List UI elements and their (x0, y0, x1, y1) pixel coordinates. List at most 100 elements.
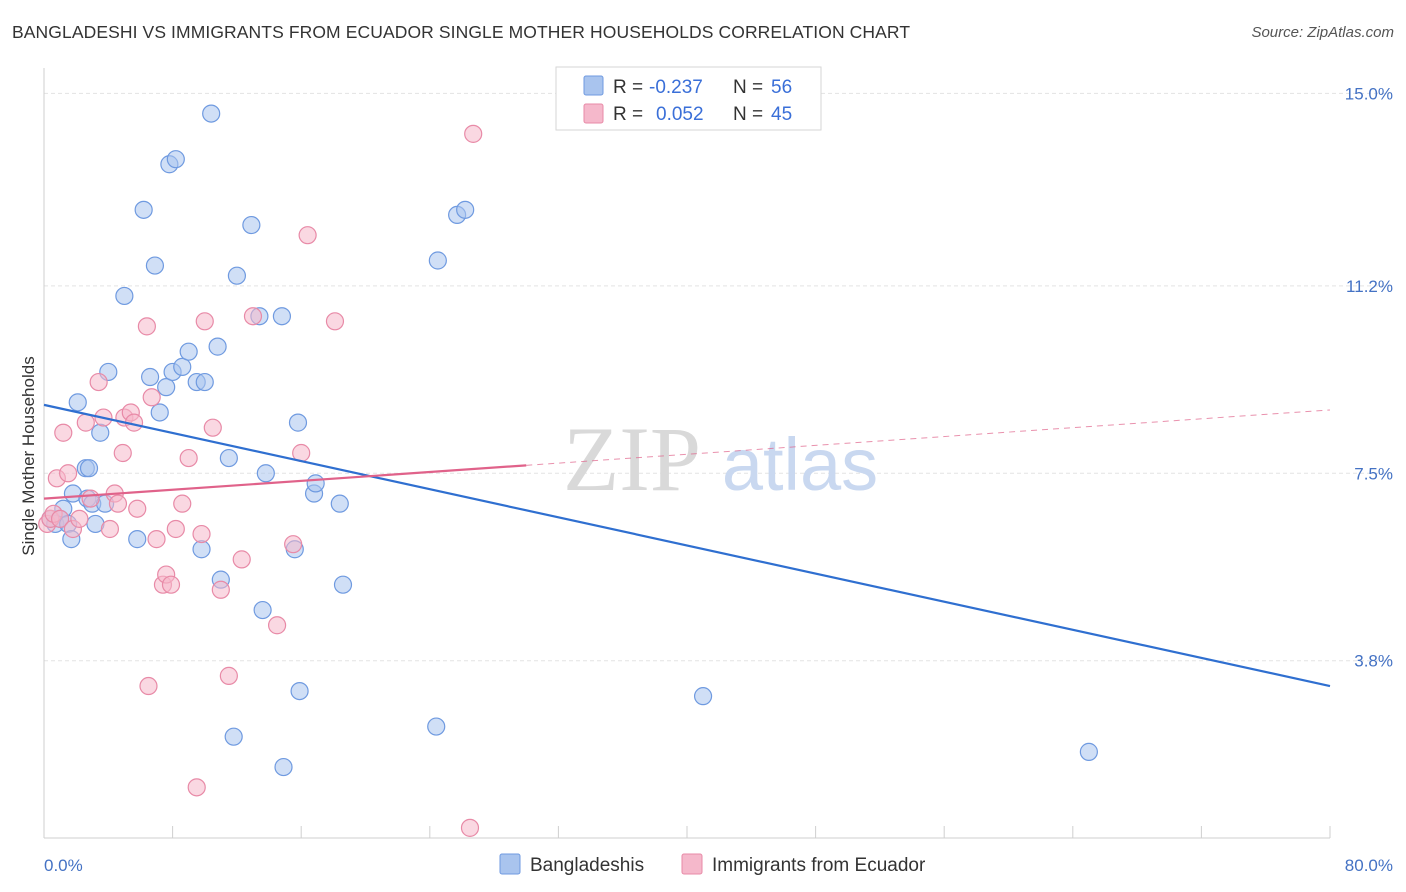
point-1-13 (100, 519, 120, 539)
point-0-31 (202, 104, 221, 123)
trend-line-ecuador-solid (43, 464, 527, 500)
legend-r-value-1: -0.237 (649, 77, 703, 98)
grid-lines (44, 92, 1395, 662)
y-tick-label-2: 11.2% (1346, 277, 1393, 296)
point-0-27 (179, 342, 198, 361)
legend-r-label-1: R = (613, 77, 643, 98)
point-0-51 (428, 251, 447, 270)
axes (43, 68, 1331, 839)
point-1-9 (76, 413, 95, 432)
point-1-37 (232, 550, 251, 569)
y-tick-labels: 3.8% 7.5% 11.2% 15.0% (1345, 84, 1393, 670)
bottom-legend-label-ecuador: Immigrants from Ecuador (712, 855, 926, 876)
legend-swatch-ecuador (583, 103, 604, 124)
watermark: ZIP atlas (563, 408, 878, 510)
legend-swatch-bangladeshis (583, 75, 604, 96)
point-0-50 (427, 717, 446, 736)
point-1-44 (464, 124, 483, 143)
point-0-45 (290, 681, 309, 701)
y-tick-label-1: 7.5% (1354, 464, 1393, 483)
point-0-26 (173, 357, 192, 376)
point-0-7 (68, 393, 87, 412)
point-1-28 (166, 519, 185, 539)
point-1-38 (243, 307, 263, 326)
point-1-31 (187, 778, 206, 797)
legend-n-label-2: N = (733, 104, 763, 125)
y-axis-label: Single Mother Households (19, 356, 38, 555)
bottom-legend-swatch-ecuador (681, 853, 703, 875)
point-1-27 (161, 575, 181, 594)
point-0-16 (115, 286, 134, 306)
y-tick-label-0: 3.8% (1354, 652, 1393, 671)
trend-lines (43, 403, 1331, 688)
point-1-23 (142, 388, 161, 407)
point-1-40 (284, 535, 303, 554)
point-1-5 (54, 423, 73, 442)
point-0-21 (150, 403, 169, 422)
point-0-39 (253, 600, 272, 620)
point-1-24 (147, 530, 166, 549)
point-0-24 (166, 150, 185, 169)
point-1-34 (203, 418, 222, 437)
point-1-21 (137, 317, 156, 336)
point-0-42 (274, 757, 293, 777)
bottom-legend: Bangladeshis Immigrants from Ecuador (499, 853, 926, 876)
point-1-11 (89, 372, 108, 392)
point-0-41 (272, 307, 292, 326)
bottom-legend-label-bangladeshis: Bangladeshis (530, 855, 644, 876)
trend-line-ecuador-dashed (526, 409, 1331, 466)
point-0-18 (134, 200, 153, 219)
point-1-10 (81, 489, 100, 508)
x-tick-labels: 0.0% 80.0% (44, 856, 1393, 875)
point-0-36 (227, 266, 246, 285)
legend-n-label-1: N = (733, 77, 763, 98)
point-1-15 (108, 494, 128, 513)
point-1-36 (219, 666, 238, 685)
y-tick-label-3: 15.0% (1345, 84, 1393, 103)
legend-r-label-2: R = (613, 104, 643, 125)
bottom-legend-swatch-bangladeshis (499, 853, 521, 875)
trend-line-bangladeshis (43, 403, 1331, 688)
point-0-54 (693, 687, 713, 706)
point-1-39 (267, 616, 287, 635)
x-tick-label-1: 80.0% (1345, 856, 1393, 875)
point-0-9 (79, 459, 99, 478)
point-0-34 (219, 448, 238, 468)
watermark-zip: ZIP (563, 408, 701, 510)
point-1-22 (139, 676, 158, 696)
point-0-20 (145, 256, 165, 275)
point-0-47 (306, 474, 325, 493)
point-0-40 (256, 464, 275, 483)
legend-box: R = -0.237 N = 56 R = 0.052 N = 45 (555, 66, 822, 131)
point-1-20 (128, 499, 147, 518)
data-points (38, 104, 1098, 837)
x-tick-label-0: 0.0% (44, 856, 83, 875)
point-0-30 (195, 372, 214, 392)
point-0-48 (330, 494, 349, 513)
point-0-17 (128, 530, 147, 549)
legend-r-value-2: 0.052 (656, 104, 704, 125)
source-label: Source: ZipAtlas.com (1251, 24, 1394, 41)
point-0-13 (91, 423, 110, 442)
point-0-29 (192, 540, 211, 559)
point-0-22 (157, 378, 176, 397)
point-1-6 (59, 464, 78, 483)
point-0-53 (456, 200, 475, 219)
point-1-29 (173, 494, 192, 513)
point-0-37 (242, 215, 261, 235)
legend-n-value-2: 45 (771, 104, 792, 125)
chart-title: BANGLADESHI VS IMMIGRANTS FROM ECUADOR S… (12, 22, 911, 42)
point-0-32 (208, 337, 227, 356)
point-0-35 (224, 727, 243, 746)
point-1-30 (179, 448, 198, 468)
point-0-19 (140, 367, 160, 387)
legend-n-value-1: 56 (771, 77, 792, 98)
point-1-4 (50, 509, 70, 528)
point-0-49 (333, 575, 353, 594)
point-1-16 (113, 443, 132, 463)
watermark-atlas: atlas (722, 423, 878, 506)
point-1-8 (70, 509, 89, 528)
point-1-42 (298, 226, 317, 245)
point-1-43 (325, 312, 345, 331)
